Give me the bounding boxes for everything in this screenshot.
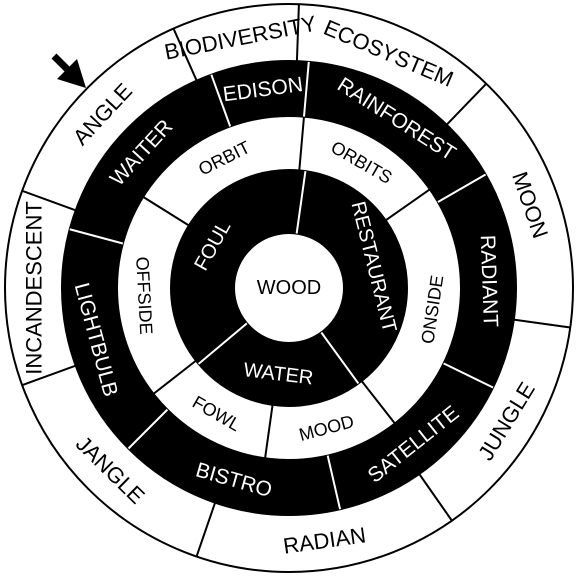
segment-divider bbox=[69, 228, 124, 245]
segment-divider bbox=[326, 455, 342, 510]
segment-divider bbox=[127, 408, 169, 450]
word-outer-ring: INCANDESCENT bbox=[22, 201, 47, 375]
segment-divider bbox=[21, 364, 77, 387]
segment-divider bbox=[443, 362, 494, 389]
segment-divider bbox=[295, 4, 300, 63]
segment-divider bbox=[437, 173, 487, 203]
segment-divider bbox=[320, 331, 360, 385]
segment-divider bbox=[445, 83, 488, 127]
segment-divider bbox=[512, 318, 571, 329]
segment-divider bbox=[295, 171, 307, 234]
segment-divider bbox=[298, 116, 305, 171]
segment-divider bbox=[210, 74, 232, 127]
center-word: WOOD bbox=[257, 277, 321, 299]
segment-divider bbox=[152, 359, 197, 395]
segment-divider bbox=[302, 61, 310, 117]
segment-divider bbox=[385, 188, 431, 222]
word-second-ring: RADIANT bbox=[476, 235, 502, 328]
segment-divider bbox=[172, 28, 198, 82]
center-circle bbox=[233, 232, 345, 344]
segment-divider bbox=[360, 380, 396, 425]
segment-divider bbox=[21, 189, 77, 212]
segment-divider bbox=[195, 501, 217, 557]
segment-divider bbox=[264, 404, 274, 459]
word-third-ring: OFFSIDE bbox=[132, 256, 156, 335]
segment-divider bbox=[197, 322, 248, 365]
start-arrow-icon bbox=[51, 53, 86, 88]
segment-divider bbox=[142, 196, 190, 227]
segment-divider bbox=[417, 472, 453, 522]
